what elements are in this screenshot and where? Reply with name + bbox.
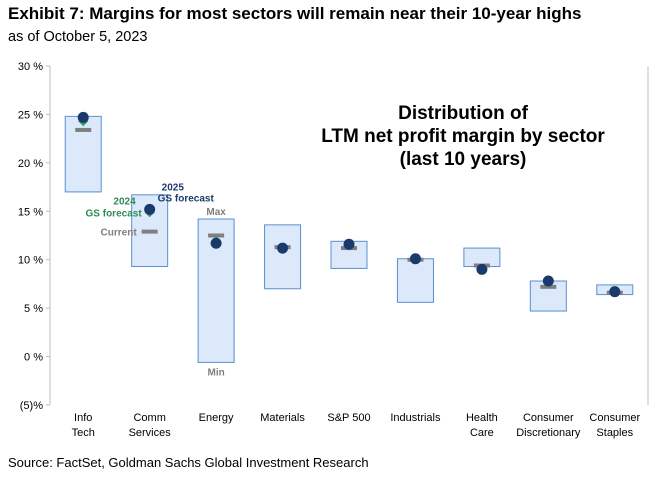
category-label: Industrials	[390, 412, 441, 424]
forecast-2025-marker	[409, 253, 421, 265]
category-label: Services	[129, 427, 172, 439]
forecast-2025-marker	[77, 111, 89, 123]
y-tick-label: 0 %	[24, 352, 43, 364]
category-label: Info	[74, 412, 92, 424]
chart-inner-title: (last 10 years)	[400, 149, 527, 170]
annotation-2024-year: 2024	[113, 196, 136, 207]
range-box	[264, 224, 302, 290]
annotation-2024-text: GS forecast	[86, 208, 143, 219]
annotation-min: Min	[208, 367, 225, 378]
category-label: Consumer	[523, 412, 574, 424]
y-tick-label: (5)%	[20, 400, 43, 412]
forecast-2025-marker	[476, 263, 488, 275]
forecast-2025-marker	[144, 203, 156, 215]
forecast-2025-marker	[277, 242, 289, 254]
y-tick-label: 30 %	[18, 61, 43, 73]
category-label: S&P 500	[327, 412, 370, 424]
forecast-2025-marker	[210, 237, 222, 249]
annotation-max: Max	[206, 207, 226, 218]
category-label: Health	[466, 412, 498, 424]
category-label: Consumer	[589, 412, 640, 424]
chart-inner-title: LTM net profit margin by sector	[321, 126, 605, 147]
y-tick-label: 15 %	[18, 206, 43, 218]
chart-subtitle: as of October 5, 2023	[8, 29, 148, 45]
range-box	[197, 218, 235, 363]
category-label: Materials	[260, 412, 305, 424]
annotation-2025-text: GS forecast	[158, 193, 215, 204]
source-note: Source: FactSet, Goldman Sachs Global In…	[8, 455, 369, 470]
forecast-2025-marker	[343, 238, 355, 250]
current-marker	[75, 127, 92, 132]
category-label: Energy	[199, 412, 234, 424]
category-label: Staples	[596, 427, 633, 439]
range-box	[396, 258, 434, 303]
annotation-current: Current	[101, 228, 138, 239]
annotation-2025-year: 2025	[162, 182, 185, 193]
chart-title: Exhibit 7: Margins for most sectors will…	[8, 4, 582, 23]
current-marker	[208, 233, 225, 238]
y-tick-label: 10 %	[18, 255, 43, 267]
forecast-2025-marker	[609, 286, 621, 298]
forecast-2025-marker	[542, 275, 554, 287]
category-label: Discretionary	[516, 427, 581, 439]
category-label: Comm	[133, 412, 165, 424]
y-tick-label: 25 %	[18, 109, 43, 121]
range-box	[64, 115, 102, 193]
current-marker	[141, 229, 158, 234]
chart-inner-title: Distribution of	[398, 103, 528, 124]
y-tick-label: 5 %	[24, 303, 43, 315]
category-label: Care	[470, 427, 494, 439]
category-label: Tech	[72, 427, 95, 439]
y-tick-label: 20 %	[18, 158, 43, 170]
